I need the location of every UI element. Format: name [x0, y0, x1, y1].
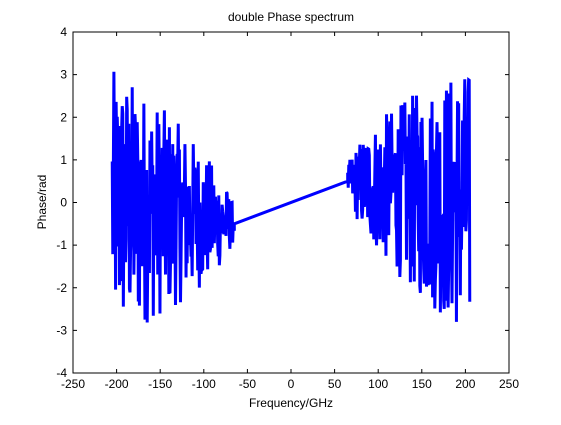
- x-tick-label: -100: [192, 377, 216, 391]
- y-tick-label: 4: [60, 25, 67, 39]
- x-tick-label: -150: [148, 377, 172, 391]
- x-tick-label: -50: [239, 377, 257, 391]
- x-tick-label: 200: [455, 377, 475, 391]
- y-axis-label: Phase/rad: [35, 175, 49, 230]
- y-tick-label: -1: [56, 238, 67, 252]
- x-tick-label: -250: [61, 377, 85, 391]
- y-tick-label: -3: [56, 323, 67, 337]
- x-tick-label: -200: [105, 377, 129, 391]
- y-tick-label: -4: [56, 366, 67, 380]
- series-layer: [110, 71, 472, 323]
- y-axis: -4 -3 -2 -1 0 1 2 3 4: [56, 25, 509, 380]
- x-tick-label: 50: [328, 377, 342, 391]
- y-tick-label: 3: [60, 68, 67, 82]
- x-axis: -250 -200 -150 -100 -50 0 50 100 150 200 250: [61, 32, 519, 391]
- y-tick-label: 1: [60, 153, 67, 167]
- y-tick-label: 2: [60, 110, 67, 124]
- x-tick-label: 100: [368, 377, 388, 391]
- x-tick-label: 150: [412, 377, 432, 391]
- x-axis-label: Frequency/GHz: [249, 396, 333, 410]
- series-line: [110, 71, 472, 323]
- x-tick-label: 0: [288, 377, 295, 391]
- y-tick-label: 0: [60, 196, 67, 210]
- y-tick-label: -2: [56, 281, 67, 295]
- chart-title: double Phase spectrum: [228, 10, 354, 24]
- x-tick-label: 250: [499, 377, 519, 391]
